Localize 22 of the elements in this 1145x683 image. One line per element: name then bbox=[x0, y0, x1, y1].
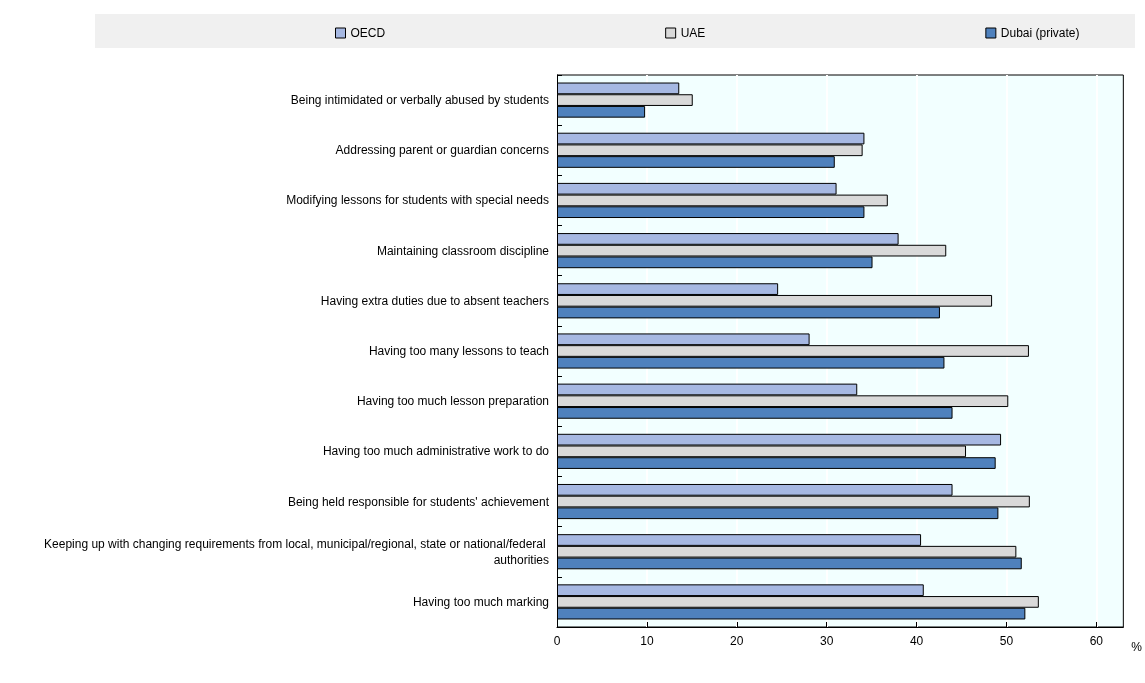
x-tick-label: 40 bbox=[909, 634, 924, 648]
y-tick-label: Being intimidated or verbally abused by students bbox=[290, 93, 549, 108]
legend-label: Dubai (private) bbox=[1000, 26, 1080, 40]
x-tick-label: 0 bbox=[553, 634, 561, 648]
y-tick-label: Having extra duties due to absent teachers bbox=[320, 293, 549, 308]
y-tick-label: Being held responsible for students' achievement bbox=[287, 494, 550, 509]
y-tick-label: Having too much administrative work to do bbox=[322, 444, 550, 459]
y-tick-label: Keeping up with changing requirements from local, municipal/regional, state or national/federal authorities bbox=[44, 536, 549, 567]
x-tick-label: 50 bbox=[999, 634, 1014, 648]
x-axis-title: % bbox=[1131, 640, 1143, 654]
x-tick-label: 30 bbox=[820, 634, 834, 648]
y-tick-label: Having too much lesson preparation bbox=[356, 394, 549, 409]
y-tick-label: Having too much marking bbox=[412, 594, 549, 609]
y-tick-label: Addressing parent or guardian concerns bbox=[335, 143, 549, 158]
x-tick-label: 20 bbox=[730, 634, 744, 648]
x-tick-label: 10 bbox=[640, 634, 654, 648]
x-tick-label: 60 bbox=[1089, 634, 1104, 648]
y-tick-label: Modifying lessons for students with special needs bbox=[286, 193, 549, 208]
legend-label: OECD bbox=[350, 26, 386, 40]
y-tick-label: Maintaining classroom discipline bbox=[376, 243, 550, 258]
y-tick-label: Having too many lessons to teach bbox=[368, 344, 549, 358]
legend-label: UAE bbox=[680, 26, 706, 40]
